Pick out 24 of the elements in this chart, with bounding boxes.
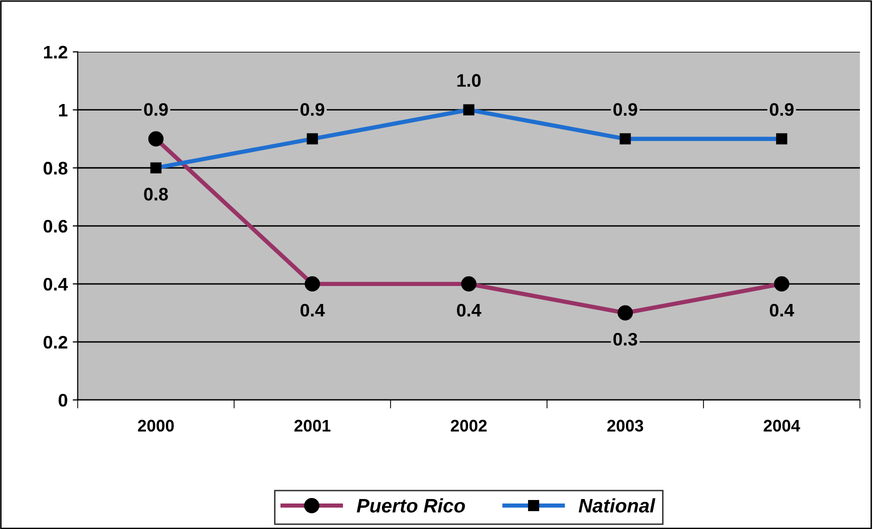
y-tick-label: 1.2 bbox=[44, 46, 68, 58]
y-tick-label: 0.8 bbox=[44, 162, 68, 175]
data-label: 0.9 bbox=[770, 103, 794, 116]
y-tick-label: 0 bbox=[58, 394, 68, 407]
data-label: 0.8 bbox=[144, 188, 168, 201]
legend-label: National bbox=[578, 498, 656, 513]
data-label: 0.9 bbox=[144, 103, 168, 116]
x-tick-label: 2004 bbox=[764, 420, 800, 432]
data-label: 1.0 bbox=[457, 74, 481, 87]
x-tick-label: 2002 bbox=[450, 420, 487, 432]
x-tick-label: 2001 bbox=[294, 420, 330, 432]
y-tick-label: 1 bbox=[59, 104, 68, 116]
legend-label: Puerto Rico bbox=[356, 498, 465, 513]
data-label: 0.9 bbox=[613, 103, 638, 116]
data-label: 0.4 bbox=[456, 304, 482, 317]
y-tick-label: 0.4 bbox=[44, 278, 68, 291]
data-label: 0.3 bbox=[613, 332, 638, 346]
y-tick-label: 0.6 bbox=[44, 220, 68, 233]
x-tick-label: 2003 bbox=[607, 420, 644, 432]
y-tick-label: 0.2 bbox=[44, 336, 68, 349]
x-tick-label: 2000 bbox=[138, 420, 174, 432]
data-label: 0.4 bbox=[300, 304, 325, 317]
data-label: 0.9 bbox=[300, 103, 324, 116]
data-label: 0.4 bbox=[770, 304, 794, 317]
